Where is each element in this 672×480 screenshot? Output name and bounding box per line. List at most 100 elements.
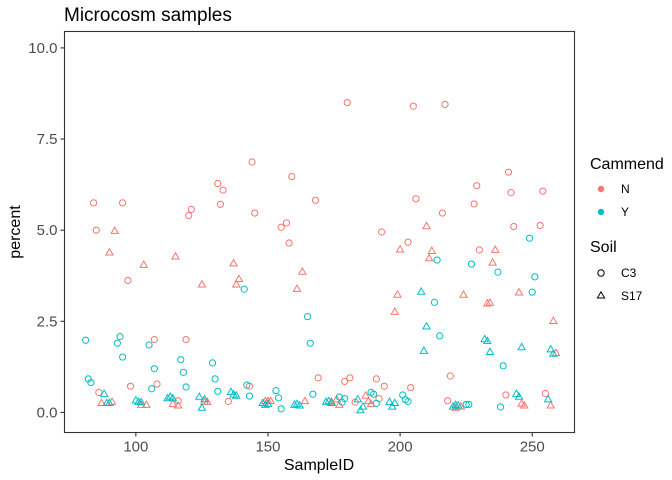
point-n-c3-12 <box>214 179 222 188</box>
point-y-s17-8 <box>168 393 178 402</box>
point-n-c3-6 <box>150 335 158 344</box>
point-y-c3-38 <box>467 260 476 268</box>
point-y-s17-2 <box>104 398 114 406</box>
point-n-c3-46 <box>507 189 515 197</box>
x-tick-label-150: 150 <box>255 439 280 456</box>
point-n-c3-21 <box>285 239 293 247</box>
point-n-c3-25 <box>341 377 349 386</box>
y-axis-title: percent <box>7 205 24 259</box>
point-n-s17-21 <box>300 396 310 405</box>
point-y-c3-3 <box>113 339 121 347</box>
point-n-c3-32 <box>380 382 388 390</box>
point-y-c3-37 <box>465 400 473 409</box>
legend-label-c3: C3 <box>621 266 637 280</box>
point-y-s17-35 <box>453 400 463 409</box>
point-n-c3-48 <box>536 221 544 230</box>
point-n-c3-26 <box>343 98 351 107</box>
point-y-s17-18 <box>289 400 299 408</box>
point-y-s17-24 <box>353 394 363 403</box>
point-n-s17-0 <box>97 398 106 406</box>
legend-key-c3 <box>597 269 605 277</box>
point-n-c3-49 <box>539 187 547 195</box>
y-tick-label-0.0: 0.0 <box>37 404 58 421</box>
point-y-s17-23 <box>326 398 336 406</box>
point-n-s17-5 <box>139 260 149 268</box>
point-y-s17-38 <box>485 347 495 355</box>
point-y-s17-30 <box>416 287 426 295</box>
point-y-c3-43 <box>528 288 536 296</box>
point-y-s17-39 <box>511 389 521 397</box>
point-y-s17-31 <box>419 346 429 354</box>
point-n-s17-24 <box>334 400 344 408</box>
point-y-c3-18 <box>272 386 280 395</box>
point-y-s17-21 <box>321 397 331 405</box>
point-n-s17-3 <box>110 226 120 234</box>
point-y-c3-8 <box>150 365 158 373</box>
point-y-c3-21 <box>304 312 312 321</box>
y-tick-label-7.5: 7.5 <box>37 131 58 148</box>
point-n-c3-22 <box>288 172 296 181</box>
point-n-s17-39 <box>488 257 498 266</box>
point-n-s17-43 <box>519 400 529 409</box>
point-y-c3-9 <box>177 355 185 364</box>
point-n-c3-29 <box>372 375 380 383</box>
point-n-s17-45 <box>548 316 558 324</box>
point-n-c3-34 <box>407 384 415 392</box>
point-y-c3-4 <box>116 333 124 341</box>
point-y-c3-26 <box>341 395 349 403</box>
point-n-c3-47 <box>510 222 518 231</box>
point-y-s17-16 <box>260 400 270 408</box>
y-tick-label-5.0: 5.0 <box>37 222 58 239</box>
point-n-c3-38 <box>441 100 449 109</box>
point-y-s17-29 <box>390 398 400 406</box>
point-y-c3-14 <box>214 387 222 395</box>
point-n-c3-44 <box>502 391 510 399</box>
point-y-s17-0 <box>99 389 109 397</box>
point-n-s17-14 <box>231 279 241 288</box>
point-n-c3-20 <box>282 219 291 227</box>
chart-title: Microcosm samples <box>64 5 232 26</box>
point-y-s17-26 <box>358 401 368 410</box>
point-y-s17-17 <box>263 399 273 408</box>
point-y-c3-12 <box>208 359 217 367</box>
point-n-s17-38 <box>485 297 495 306</box>
point-y-c3-6 <box>145 341 153 349</box>
point-n-s17-7 <box>168 399 178 408</box>
legend-color-title: Cammend <box>590 156 664 173</box>
point-y-c3-15 <box>240 285 248 293</box>
point-n-c3-33 <box>404 238 412 246</box>
point-n-c3-43 <box>475 246 483 254</box>
point-n-s17-20 <box>297 266 307 275</box>
point-n-c3-19 <box>277 223 285 231</box>
point-n-s17-26 <box>363 396 373 405</box>
point-n-c3-35 <box>409 102 417 110</box>
point-n-c3-11 <box>187 205 195 213</box>
point-y-c3-22 <box>306 339 314 347</box>
point-y-c3-41 <box>499 362 507 370</box>
point-n-s17-18 <box>266 396 276 405</box>
legend-key-n <box>597 185 605 193</box>
point-n-c3-36 <box>412 195 420 203</box>
point-n-s17-44 <box>546 400 556 409</box>
y-tick-label-2.5: 2.5 <box>37 313 58 330</box>
point-y-s17-41 <box>517 342 527 351</box>
point-y-c3-32 <box>404 397 412 406</box>
point-n-s17-36 <box>459 289 468 298</box>
point-n-s17-40 <box>490 245 500 253</box>
point-y-c3-36 <box>462 400 470 409</box>
point-y-s17-27 <box>385 397 394 405</box>
point-y-c3-33 <box>430 298 439 306</box>
point-y-c3-7 <box>148 385 156 393</box>
point-y-s17-37 <box>482 336 492 345</box>
point-n-c3-27 <box>346 374 354 382</box>
point-n-s17-37 <box>482 298 492 307</box>
point-n-c3-13 <box>216 200 225 208</box>
legend-label-y: Y <box>621 205 629 219</box>
point-y-s17-11 <box>200 394 210 403</box>
point-y-s17-32 <box>422 321 431 330</box>
legend-label-n: N <box>621 182 630 196</box>
point-y-s17-14 <box>231 390 241 399</box>
point-y-s17-9 <box>194 391 204 400</box>
